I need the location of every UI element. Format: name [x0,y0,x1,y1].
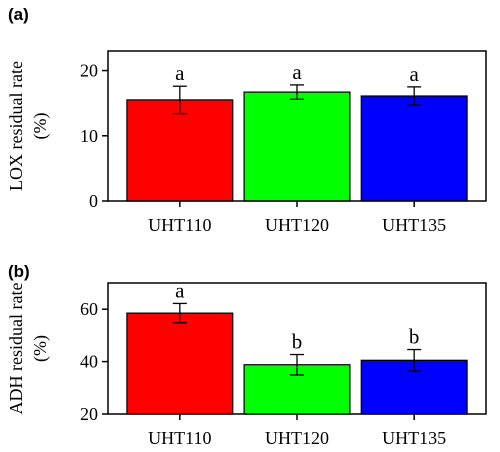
significance-letter: a [292,60,302,84]
bar-uht120 [243,91,351,202]
error-bar [172,302,187,324]
x-tick-label: UHT120 [265,215,329,235]
y-axis-label: LOX residual rate [6,61,26,191]
y-tick-label: 60 [80,299,98,319]
x-tick-label: UHT120 [265,428,329,448]
panel-b: (b) ADH residual rate (%) a UHT110 b UHT120 b UH… [6,262,487,448]
x-tick-label: UHT110 [148,215,211,235]
panel-label: (b) [8,262,30,281]
x-tick-label: UHT110 [148,428,211,448]
y-tick-label: 0 [89,191,98,211]
x-tick-label: UHT135 [382,215,446,235]
y-tick-label: 40 [80,352,98,372]
panel-label: (a) [8,5,29,24]
y-axis-label: ADH residual rate [6,283,26,415]
error-bar [290,84,304,100]
error-bar [407,86,422,106]
significance-letter: a [175,61,185,85]
error-bar [290,353,304,376]
y-axis-unit: (%) [30,335,51,362]
y-tick-label: 20 [80,61,98,81]
significance-letter: b [292,330,303,354]
error-bar [172,85,187,115]
error-bar [407,348,422,372]
y-axis-unit: (%) [30,113,51,140]
y-tick-label: 20 [80,404,98,424]
significance-letter: a [410,62,420,86]
panel-a: (a) LOX residual rate (%) a UHT110 a UHT120 a UH… [6,5,487,235]
significance-letter: a [175,278,185,302]
bar-uht110 [126,99,234,202]
bar-uht135 [360,95,468,202]
x-tick-label: UHT135 [382,428,446,448]
bar-uht110 [126,312,234,415]
y-tick-label: 10 [80,126,98,146]
significance-letter: b [409,325,420,349]
